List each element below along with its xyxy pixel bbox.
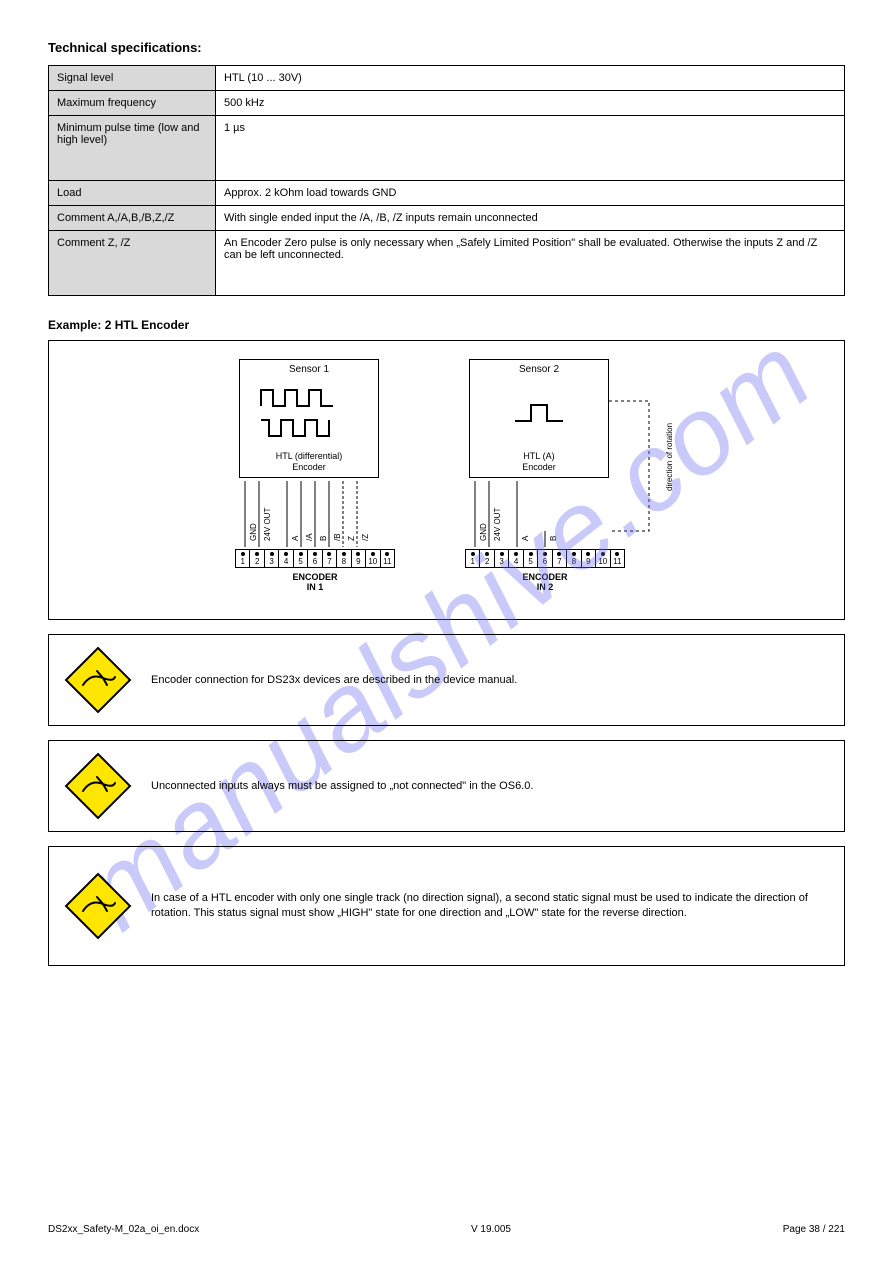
spec-val: An Encoder Zero pulse is only necessary …: [216, 231, 845, 296]
spec-key: Load: [49, 181, 216, 206]
terminal-block-1: 1234567891011 ENCODERIN 1: [235, 549, 395, 592]
table-row: LoadApprox. 2 kOhm load towards GND: [49, 181, 845, 206]
spec-val: 1 µs: [216, 116, 845, 181]
footer-center: V 19.005: [471, 1224, 511, 1235]
spec-key: Maximum frequency: [49, 91, 216, 116]
terminal-caption-1: ENCODERIN 1: [235, 572, 395, 592]
sensor-2-signal: [470, 379, 608, 447]
spec-key: Comment A,/A,B,/B,Z,/Z: [49, 206, 216, 231]
encoder-diagram: Sensor 1 HTL (differential)Encoder Senso…: [48, 340, 845, 620]
spec-val: With single ended input the /A, /B, /Z i…: [216, 206, 845, 231]
note-box-2: Unconnected inputs always must be assign…: [48, 740, 845, 832]
terminal-block-2: 1234567891011 ENCODERIN 2: [465, 549, 625, 592]
note-box-1: Encoder connection for DS23x devices are…: [48, 634, 845, 726]
footer-right: Page 38 / 221: [783, 1224, 845, 1235]
note-text-3: In case of a HTL encoder with only one s…: [151, 891, 830, 921]
sensor-1-box: Sensor 1 HTL (differential)Encoder: [239, 359, 379, 478]
table-row: Comment A,/A,B,/B,Z,/ZWith single ended …: [49, 206, 845, 231]
sensor-1-title: Sensor 1: [240, 360, 378, 379]
sensor-1-signal: [240, 379, 378, 447]
sensor-2-type: HTL (A)Encoder: [470, 447, 608, 477]
note-text-1: Encoder connection for DS23x devices are…: [151, 673, 830, 688]
page-footer: DS2xx_Safety-M_02a_oi_en.docx V 19.005 P…: [48, 1224, 845, 1235]
section-header: Technical specifications:: [48, 40, 845, 55]
spec-key: Comment Z, /Z: [49, 231, 216, 296]
hint-icon: [63, 645, 133, 715]
sensor-1-type: HTL (differential)Encoder: [240, 447, 378, 477]
sensor-2-box: Sensor 2 HTL (A)Encoder: [469, 359, 609, 478]
spec-table: Signal levelHTL (10 ... 30V) Maximum fre…: [48, 65, 845, 296]
terminal-caption-2: ENCODERIN 2: [465, 572, 625, 592]
note-box-3: In case of a HTL encoder with only one s…: [48, 846, 845, 966]
spec-key: Minimum pulse time (low and high level): [49, 116, 216, 181]
spec-val: HTL (10 ... 30V): [216, 66, 845, 91]
sensor-2-title: Sensor 2: [470, 360, 608, 379]
spec-key: Signal level: [49, 66, 216, 91]
footer-left: DS2xx_Safety-M_02a_oi_en.docx: [48, 1224, 199, 1235]
table-row: Signal levelHTL (10 ... 30V): [49, 66, 845, 91]
note-text-2: Unconnected inputs always must be assign…: [151, 779, 830, 794]
hint-icon: [63, 871, 133, 941]
table-row: Minimum pulse time (low and high level)1…: [49, 116, 845, 181]
spec-val: Approx. 2 kOhm load towards GND: [216, 181, 845, 206]
table-row: Maximum frequency500 kHz: [49, 91, 845, 116]
hint-icon: [63, 751, 133, 821]
example-header: Example: 2 HTL Encoder: [48, 318, 845, 332]
wires-right: [471, 481, 631, 551]
table-row: Comment Z, /ZAn Encoder Zero pulse is on…: [49, 231, 845, 296]
rotation-label: direction of rotation: [665, 423, 674, 491]
spec-val: 500 kHz: [216, 91, 845, 116]
wires-left: [241, 481, 401, 551]
